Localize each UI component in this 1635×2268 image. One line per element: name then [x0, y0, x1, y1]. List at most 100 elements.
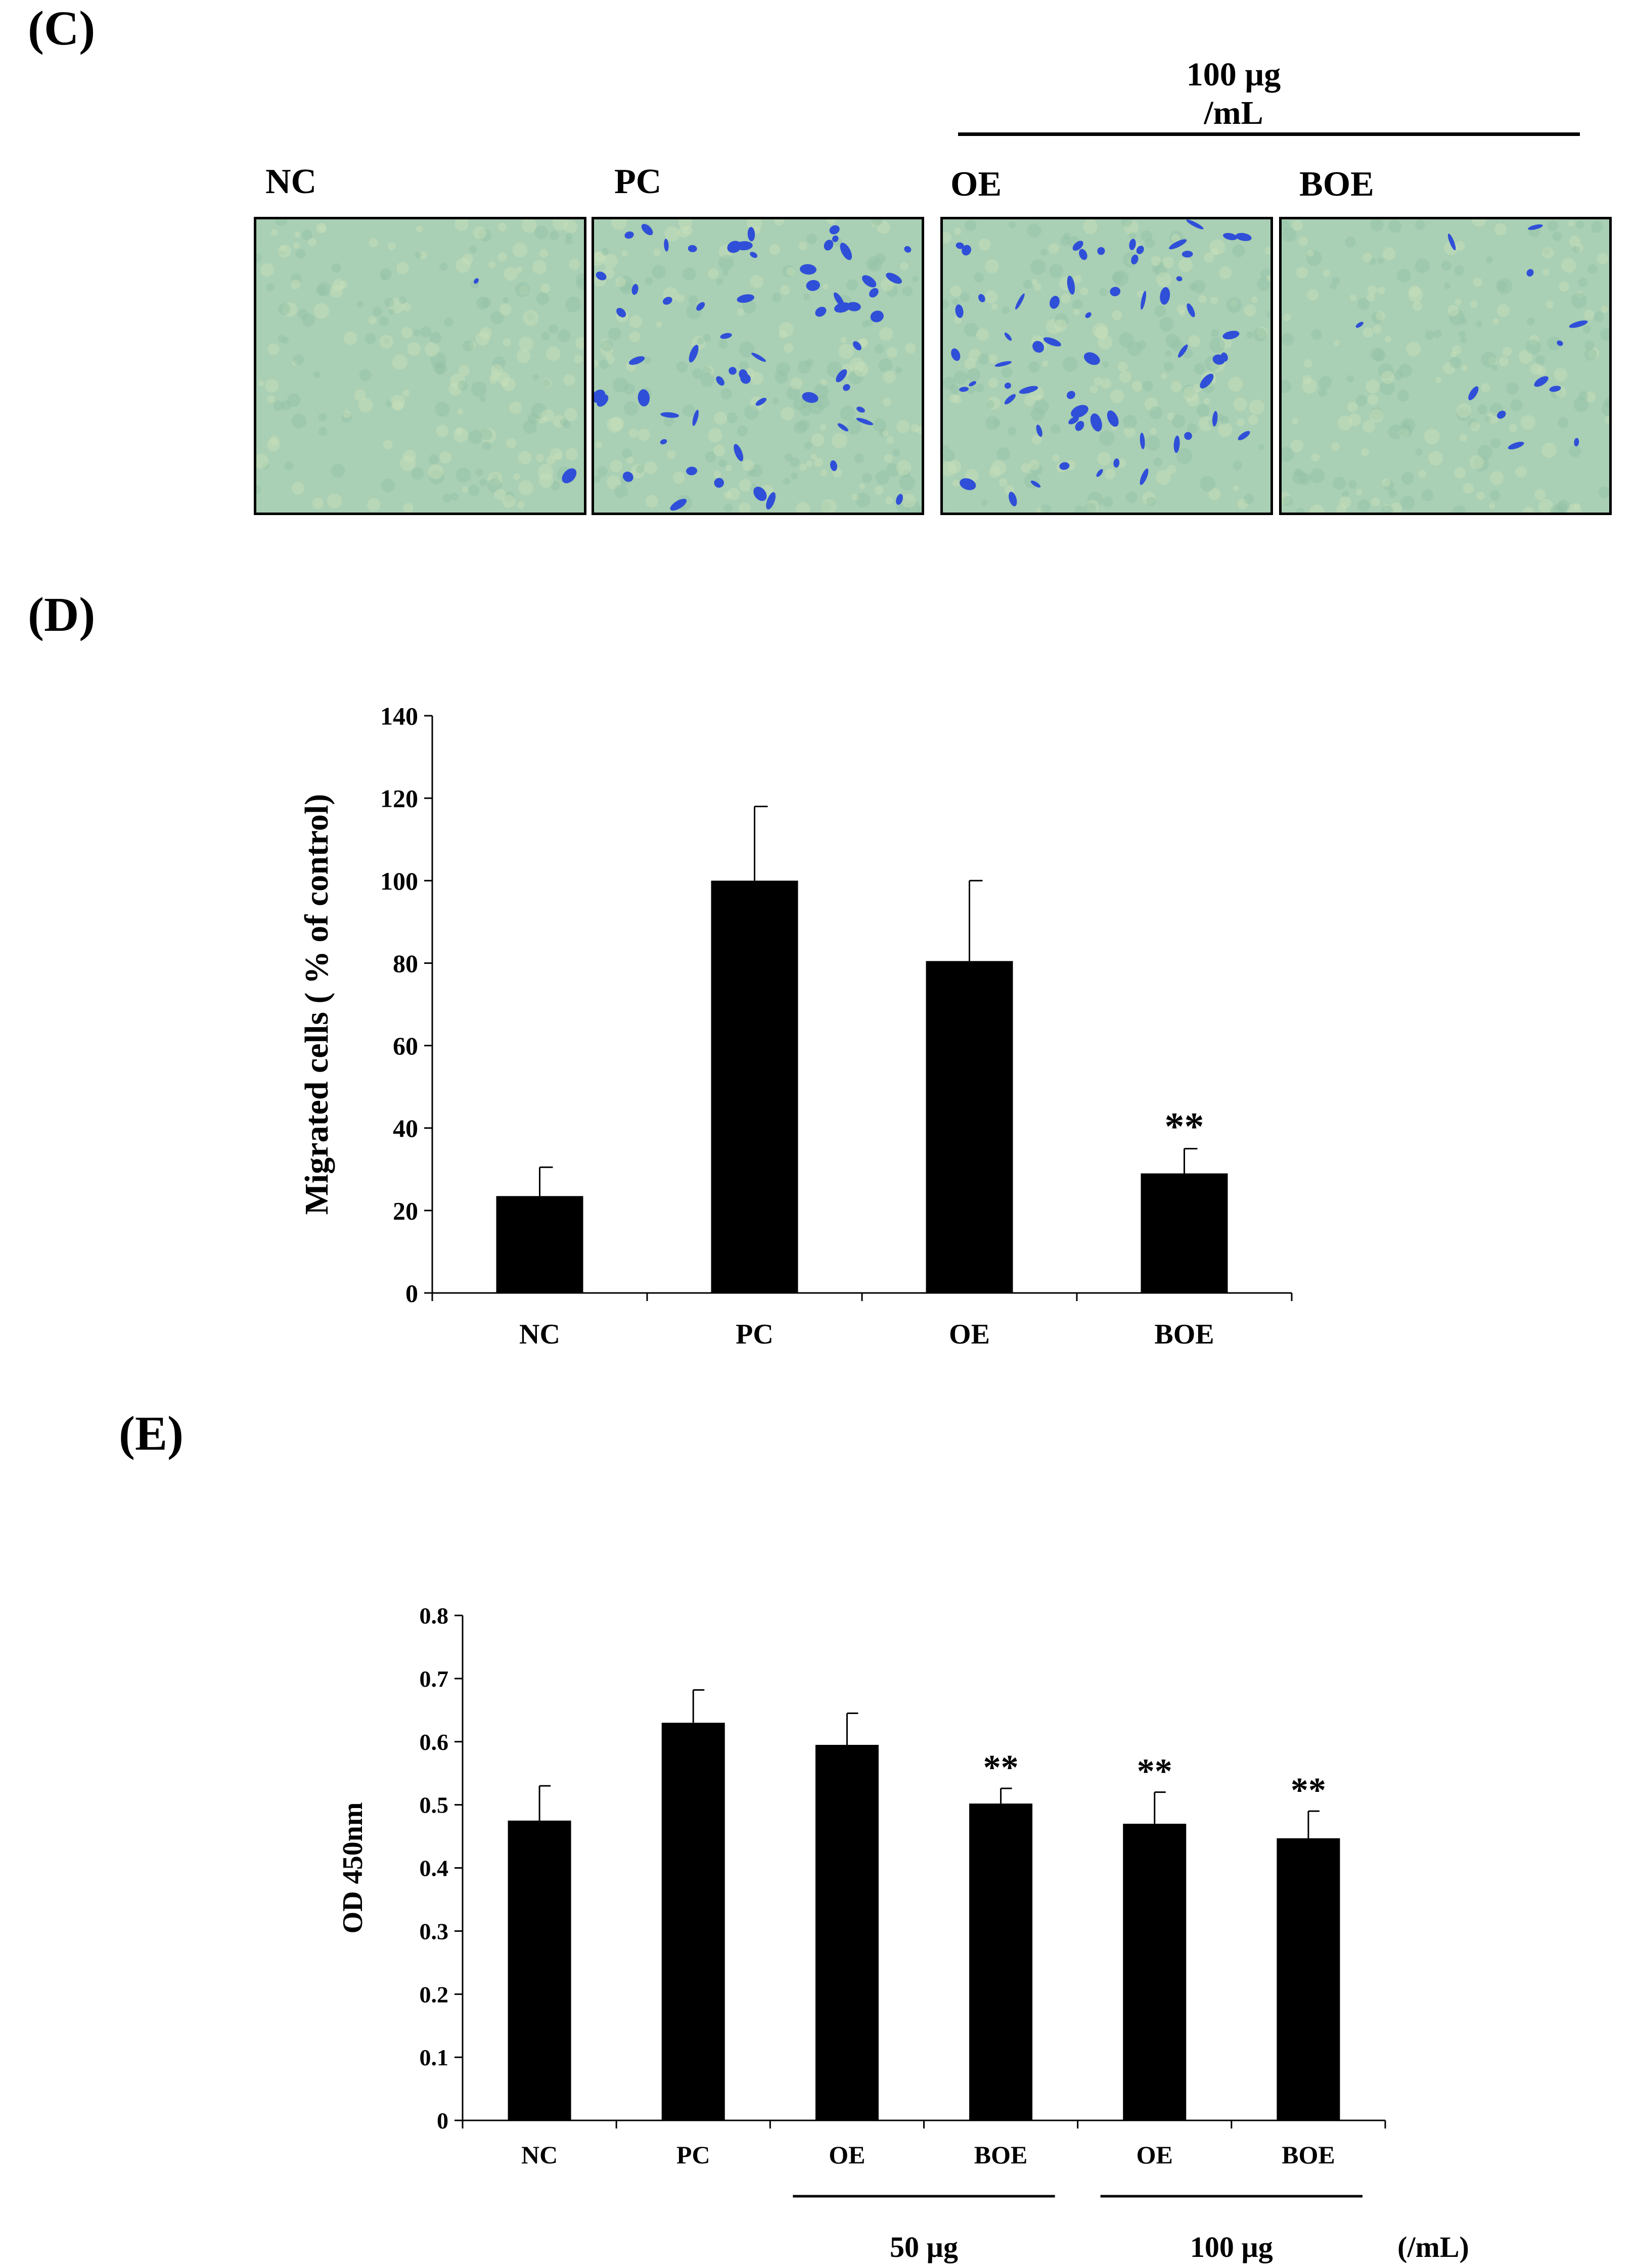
- membrane-texture: [1515, 466, 1527, 478]
- membrane-texture: [797, 360, 811, 374]
- membrane-texture: [560, 418, 568, 426]
- membrane-texture: [1176, 448, 1193, 464]
- membrane-texture: [1073, 308, 1080, 315]
- stained-cell: [1004, 394, 1016, 405]
- stained-cell: [720, 333, 732, 339]
- membrane-texture: [652, 265, 666, 279]
- membrane-texture: [1518, 349, 1533, 364]
- membrane-texture: [1542, 268, 1550, 276]
- membrane-texture: [1362, 420, 1376, 433]
- membrane-texture: [653, 248, 661, 256]
- membrane-texture: [820, 379, 827, 386]
- membrane-texture: [358, 398, 373, 413]
- membrane-texture: [791, 472, 798, 480]
- stained-cell: [1178, 344, 1188, 358]
- membrane-texture: [1525, 339, 1541, 355]
- membrane-texture: [1237, 498, 1248, 510]
- membrane-texture: [1455, 241, 1465, 251]
- membrane-texture: [713, 471, 721, 478]
- membrane-texture: [541, 409, 555, 422]
- membrane-texture: [262, 462, 269, 470]
- bar: [711, 881, 798, 1293]
- membrane-texture: [1178, 258, 1193, 272]
- membrane-texture: [1128, 232, 1137, 240]
- membrane-texture: [1226, 297, 1242, 313]
- membrane-texture: [1370, 219, 1384, 232]
- membrane-texture: [1303, 359, 1312, 368]
- membrane-texture: [885, 496, 893, 505]
- membrane-texture: [663, 416, 674, 427]
- migration-bar-chart: 0 20 40 60 80 100 120 140 Migrated cells ( % of …: [298, 702, 1293, 1350]
- membrane-texture: [1292, 418, 1299, 425]
- membrane-texture: [1192, 384, 1201, 393]
- membrane-texture: [1573, 503, 1580, 511]
- membrane-texture: [517, 501, 525, 509]
- category-label: OE: [1137, 2141, 1173, 2169]
- membrane-texture: [332, 279, 345, 291]
- membrane-texture: [794, 421, 807, 434]
- stained-cell: [802, 392, 819, 403]
- membrane-texture: [1333, 477, 1346, 490]
- membrane-texture: [875, 253, 886, 264]
- membrane-texture: [720, 388, 732, 399]
- membrane-texture: [1296, 507, 1305, 513]
- membrane-texture: [855, 493, 871, 508]
- membrane-texture: [1406, 342, 1421, 357]
- membrane-texture: [265, 379, 279, 393]
- membrane-texture: [1381, 505, 1394, 513]
- membrane-texture: [1546, 300, 1554, 309]
- membrane-texture: [1576, 291, 1583, 298]
- y-tick-label: 60: [393, 1032, 418, 1060]
- membrane-texture: [978, 238, 991, 251]
- membrane-texture: [776, 362, 790, 377]
- membrane-texture: [307, 238, 317, 247]
- membrane-texture: [1256, 327, 1268, 339]
- membrane-texture: [439, 262, 448, 271]
- membrane-texture: [1251, 296, 1258, 303]
- stained-cell: [1169, 239, 1187, 250]
- membrane-texture: [542, 378, 552, 388]
- membrane-texture: [967, 386, 976, 394]
- membrane-texture: [991, 460, 1007, 476]
- membrane-texture: [1031, 434, 1042, 445]
- membrane-texture: [1125, 491, 1138, 503]
- membrane-texture: [1230, 300, 1237, 307]
- membrane-texture: [1186, 393, 1200, 407]
- membrane-texture: [887, 436, 894, 444]
- membrane-texture: [502, 495, 516, 508]
- membrane-texture: [1450, 351, 1457, 358]
- membrane-texture: [1573, 396, 1589, 412]
- membrane-texture: [724, 491, 732, 499]
- membrane-texture: [492, 473, 499, 480]
- micrograph-label-nc: NC: [265, 162, 317, 201]
- membrane-texture: [1547, 220, 1559, 232]
- membrane-texture: [1209, 239, 1225, 255]
- membrane-texture: [1470, 300, 1478, 308]
- membrane-texture: [1131, 381, 1143, 392]
- membrane-texture: [565, 296, 581, 313]
- membrane-texture: [1282, 447, 1294, 462]
- panel-d-label: (D): [28, 587, 96, 641]
- membrane-texture: [1355, 395, 1368, 406]
- membrane-texture: [1073, 275, 1082, 284]
- membrane-texture: [1342, 490, 1349, 498]
- membrane-texture: [1196, 404, 1210, 417]
- membrane-texture: [1492, 318, 1500, 325]
- membrane-texture: [878, 358, 893, 373]
- stained-cell: [869, 288, 879, 298]
- membrane-texture: [1248, 414, 1259, 425]
- membrane-texture: [456, 257, 471, 273]
- membrane-texture: [1161, 373, 1167, 379]
- membrane-texture: [367, 498, 381, 512]
- membrane-texture: [614, 484, 628, 498]
- membrane-texture: [1388, 424, 1403, 440]
- membrane-texture: [826, 219, 836, 225]
- membrane-texture: [1054, 319, 1067, 332]
- membrane-texture: [497, 222, 507, 232]
- membrane-texture: [420, 326, 432, 338]
- membrane-texture: [1587, 347, 1600, 359]
- stained-cell: [1096, 469, 1103, 477]
- membrane-texture: [623, 383, 635, 395]
- membrane-texture: [1154, 305, 1166, 317]
